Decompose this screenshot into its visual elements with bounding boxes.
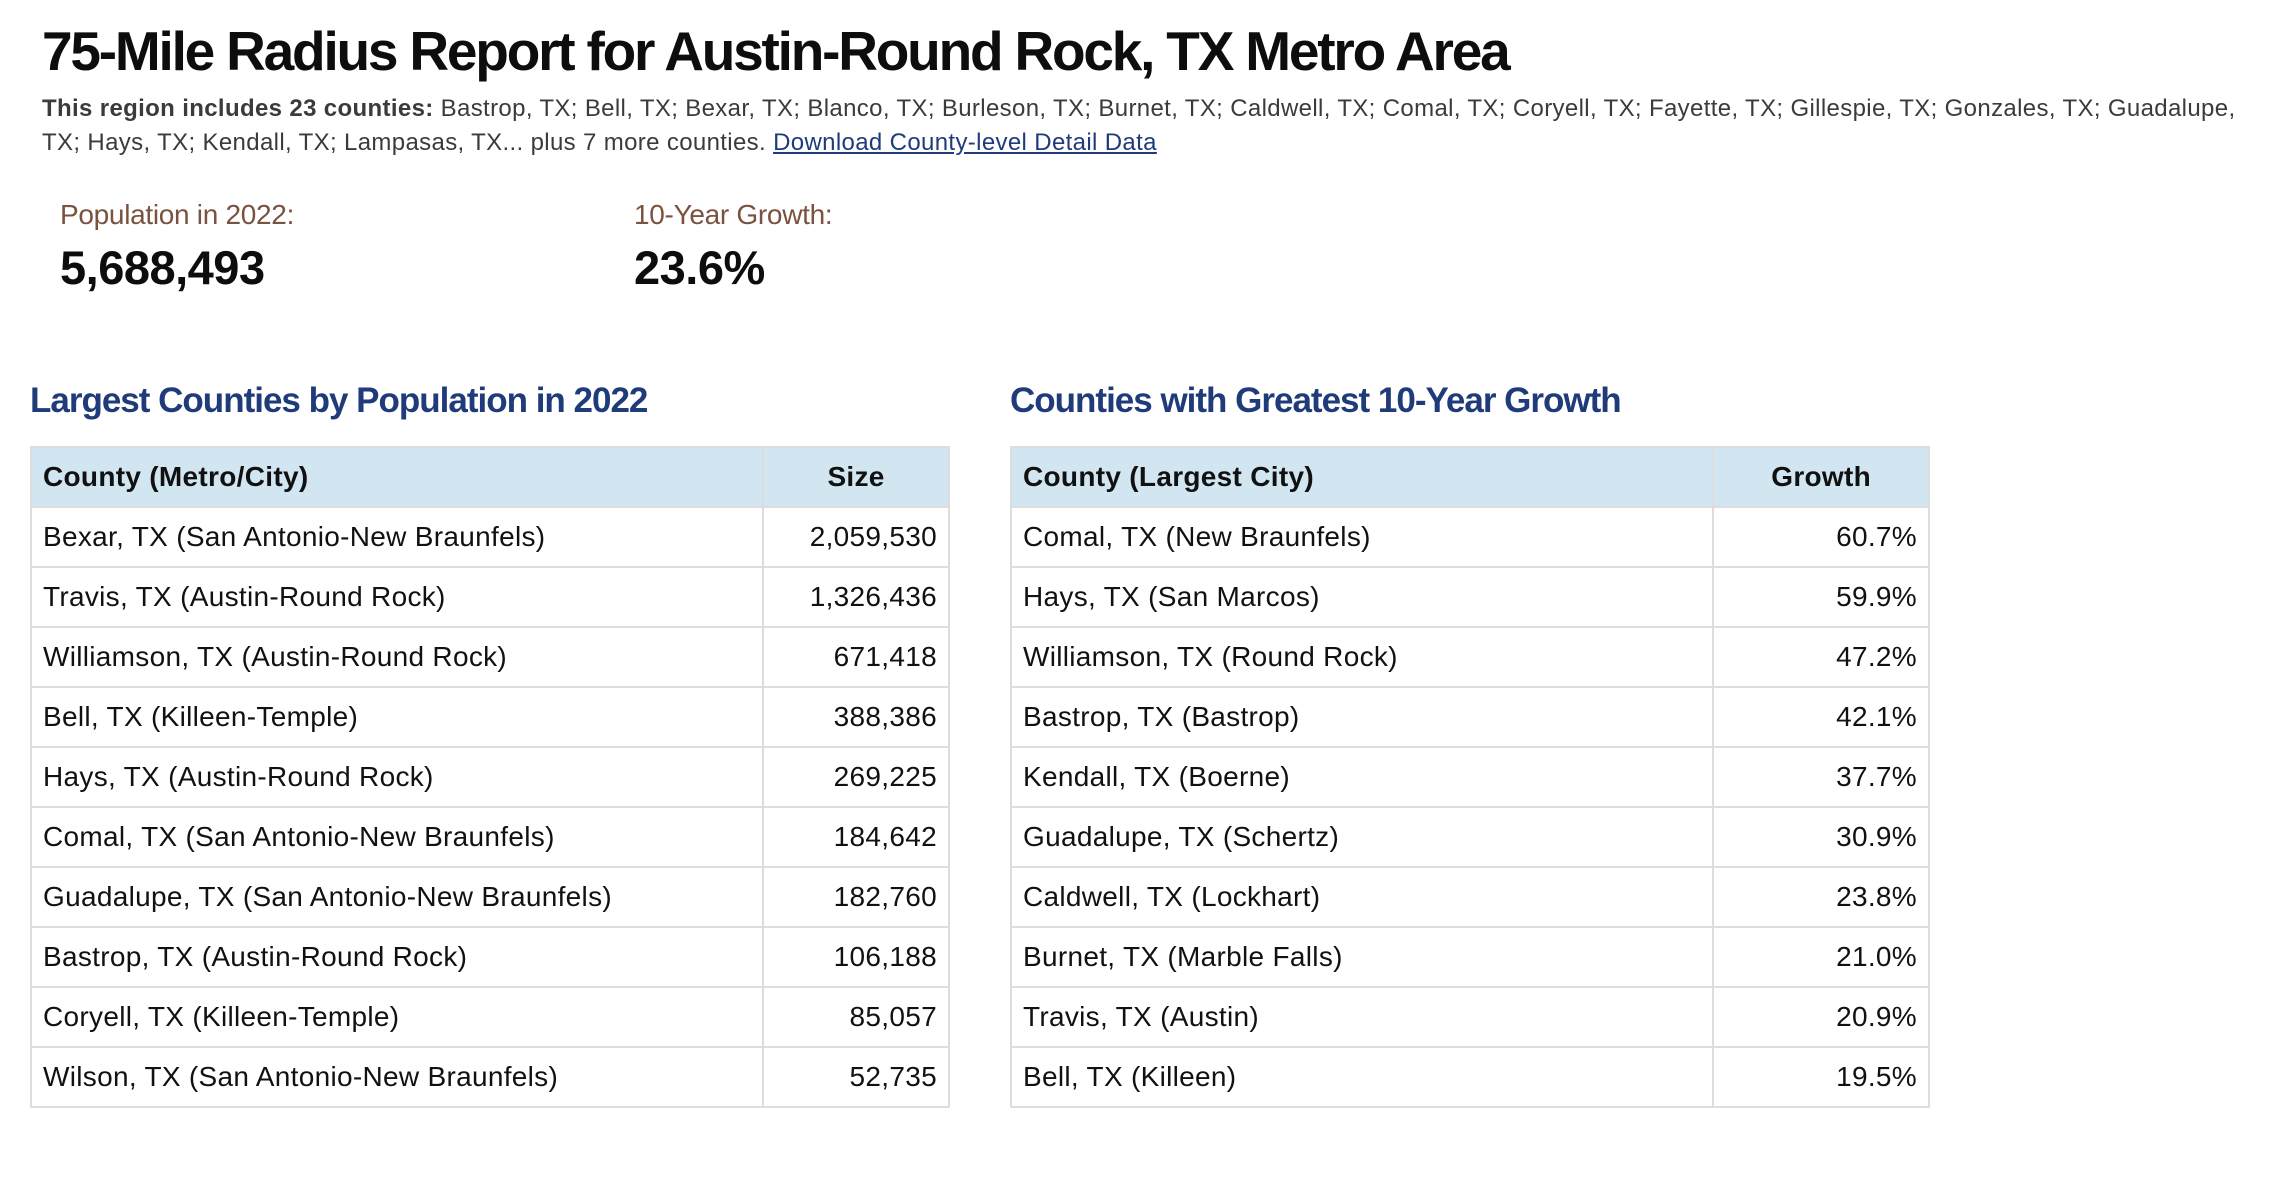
- growth-counties-panel: Counties with Greatest 10-Year Growth Co…: [1009, 378, 1930, 1108]
- table-row: Travis, TX (Austin) 20.9%: [1009, 986, 1930, 1048]
- county-column-header: County (Largest City): [1009, 446, 1715, 508]
- value-cell: 388,386: [762, 686, 950, 748]
- table-row: Caldwell, TX (Lockhart) 23.8%: [1009, 866, 1930, 928]
- county-cell: Wilson, TX (San Antonio-New Braunfels): [29, 1046, 765, 1108]
- county-cell: Hays, TX (Austin-Round Rock): [29, 746, 765, 808]
- growth-label: 10-Year Growth:: [634, 199, 833, 230]
- report-page: 75-Mile Radius Report for Austin-Round R…: [42, 18, 2242, 160]
- population-value: 5,688,493: [60, 241, 265, 294]
- value-cell: 60.7%: [1712, 506, 1930, 568]
- county-cell: Comal, TX (New Braunfels): [1009, 506, 1715, 568]
- table-header-row: County (Largest City) Growth: [1009, 446, 1930, 508]
- county-cell: Burnet, TX (Marble Falls): [1009, 926, 1715, 988]
- value-cell: 52,735: [762, 1046, 950, 1108]
- county-cell: Travis, TX (Austin): [1009, 986, 1715, 1048]
- value-cell: 182,760: [762, 866, 950, 928]
- county-cell: Bastrop, TX (Austin-Round Rock): [29, 926, 765, 988]
- value-cell: 42.1%: [1712, 686, 1930, 748]
- largest-counties-panel: Largest Counties by Population in 2022 C…: [29, 378, 950, 1108]
- value-cell: 85,057: [762, 986, 950, 1048]
- value-cell: 184,642: [762, 806, 950, 868]
- region-lead: This region includes 23 counties:: [42, 95, 434, 122]
- value-cell: 21.0%: [1712, 926, 1930, 988]
- table-row: Coryell, TX (Killeen-Temple) 85,057: [29, 986, 950, 1048]
- value-cell: 269,225: [762, 746, 950, 808]
- table-row: Bell, TX (Killeen-Temple) 388,386: [29, 686, 950, 748]
- county-cell: Hays, TX (San Marcos): [1009, 566, 1715, 628]
- value-cell: 37.7%: [1712, 746, 1930, 808]
- table-row: Guadalupe, TX (Schertz) 30.9%: [1009, 806, 1930, 868]
- table-row: Wilson, TX (San Antonio-New Braunfels) 52…: [29, 1046, 950, 1108]
- county-cell: Bell, TX (Killeen-Temple): [29, 686, 765, 748]
- value-cell: 20.9%: [1712, 986, 1930, 1048]
- growth-value: 23.6%: [634, 241, 765, 294]
- page-title: 75-Mile Radius Report for Austin-Round R…: [42, 20, 1511, 82]
- value-cell: 2,059,530: [762, 506, 950, 568]
- table-row: Hays, TX (San Marcos) 59.9%: [1009, 566, 1930, 628]
- county-cell: Williamson, TX (Austin-Round Rock): [29, 626, 765, 688]
- value-cell: 30.9%: [1712, 806, 1930, 868]
- growth-counties-title: Counties with Greatest 10-Year Growth: [1010, 381, 1622, 420]
- county-cell: Guadalupe, TX (Schertz): [1009, 806, 1715, 868]
- growth-stat: 10-Year Growth: 23.6%: [634, 198, 1208, 298]
- county-cell: Bastrop, TX (Bastrop): [1009, 686, 1715, 748]
- growth-column-header: Growth: [1712, 446, 1930, 508]
- table-row: Bexar, TX (San Antonio-New Braunfels) 2,0…: [29, 506, 950, 568]
- table-row: Comal, TX (New Braunfels) 60.7%: [1009, 506, 1930, 568]
- table-row: Travis, TX (Austin-Round Rock) 1,326,436: [29, 566, 950, 628]
- download-county-data-link[interactable]: Download County-level Detail Data: [773, 129, 1157, 156]
- county-cell: Williamson, TX (Round Rock): [1009, 626, 1715, 688]
- largest-counties-rows: Bexar, TX (San Antonio-New Braunfels) 2,0…: [29, 506, 950, 1108]
- value-cell: 23.8%: [1712, 866, 1930, 928]
- region-counties: Bastrop, TX; Bell, TX; Bexar, TX; Blanco…: [42, 95, 2236, 156]
- county-cell: Comal, TX (San Antonio-New Braunfels): [29, 806, 765, 868]
- value-cell: 671,418: [762, 626, 950, 688]
- largest-counties-title: Largest Counties by Population in 2022: [30, 381, 648, 420]
- table-header-row: County (Metro/City) Size: [29, 446, 950, 508]
- value-cell: 1,326,436: [762, 566, 950, 628]
- county-column-header: County (Metro/City): [29, 446, 765, 508]
- table-row: Bastrop, TX (Austin-Round Rock) 106,188: [29, 926, 950, 988]
- table-row: Guadalupe, TX (San Antonio-New Braunfels…: [29, 866, 950, 928]
- table-row: Comal, TX (San Antonio-New Braunfels) 184…: [29, 806, 950, 868]
- region-description: This region includes 23 counties: Bastro…: [42, 92, 2242, 160]
- county-cell: Kendall, TX (Boerne): [1009, 746, 1715, 808]
- county-cell: Guadalupe, TX (San Antonio-New Braunfels…: [29, 866, 765, 928]
- value-cell: 47.2%: [1712, 626, 1930, 688]
- value-cell: 19.5%: [1712, 1046, 1930, 1108]
- value-cell: 106,188: [762, 926, 950, 988]
- size-column-header: Size: [762, 446, 950, 508]
- table-row: Kendall, TX (Boerne) 37.7%: [1009, 746, 1930, 808]
- largest-counties-table: County (Metro/City) Size Bexar, TX (San …: [29, 446, 950, 1108]
- county-cell: Travis, TX (Austin-Round Rock): [29, 566, 765, 628]
- population-label: Population in 2022:: [60, 199, 295, 230]
- county-cell: Bell, TX (Killeen): [1009, 1046, 1715, 1108]
- growth-counties-table: County (Largest City) Growth Comal, TX (…: [1009, 446, 1930, 1108]
- county-cell: Coryell, TX (Killeen-Temple): [29, 986, 765, 1048]
- county-cell: Bexar, TX (San Antonio-New Braunfels): [29, 506, 765, 568]
- table-row: Bell, TX (Killeen) 19.5%: [1009, 1046, 1930, 1108]
- county-cell: Caldwell, TX (Lockhart): [1009, 866, 1715, 928]
- population-stat: Population in 2022: 5,688,493: [60, 198, 634, 298]
- summary-stats: Population in 2022: 5,688,493 10-Year Gr…: [60, 198, 1208, 298]
- table-row: Williamson, TX (Austin-Round Rock) 671,41…: [29, 626, 950, 688]
- table-row: Burnet, TX (Marble Falls) 21.0%: [1009, 926, 1930, 988]
- table-row: Hays, TX (Austin-Round Rock) 269,225: [29, 746, 950, 808]
- growth-counties-rows: Comal, TX (New Braunfels) 60.7% Hays, TX (…: [1009, 506, 1930, 1108]
- table-row: Williamson, TX (Round Rock) 47.2%: [1009, 626, 1930, 688]
- table-row: Bastrop, TX (Bastrop) 42.1%: [1009, 686, 1930, 748]
- value-cell: 59.9%: [1712, 566, 1930, 628]
